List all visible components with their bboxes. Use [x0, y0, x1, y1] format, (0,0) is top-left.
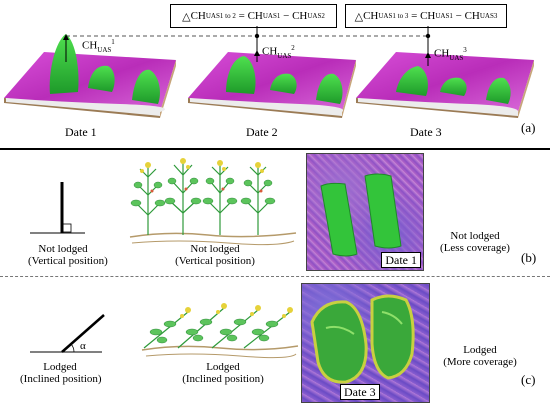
coverage-label-b: Not lodged (Less coverage): [440, 230, 510, 254]
photo-date1: Date 1: [306, 153, 424, 271]
ch-label-1: CHUAS1: [82, 38, 115, 54]
photo-date3: Date 3: [301, 283, 430, 403]
plant-label-c: Lodged (Inclined position): [182, 361, 264, 385]
crop-peak-1: [226, 56, 256, 94]
stick-label-b: Not lodged (Vertical position): [28, 243, 108, 267]
divider-dashed: [0, 276, 550, 277]
plant-label-b: Not lodged (Vertical position): [175, 243, 255, 267]
date-label-3: Date 3: [410, 125, 442, 139]
ch-label-2: CHUAS2: [262, 44, 295, 60]
crop-peak-1: [396, 66, 428, 96]
crop-peak-2: [88, 65, 115, 92]
divider-solid: [0, 148, 550, 150]
equation-1to2: △ CH UAS 1 to 2 = CH UAS 1 − CH UAS 2: [170, 4, 337, 28]
photo-tag-b: Date 1: [381, 252, 421, 268]
terrain-date2: [188, 52, 356, 118]
lodged-plants: [141, 303, 299, 359]
date-label-2: Date 2: [246, 125, 278, 139]
crop-peak-3: [316, 73, 343, 104]
crop-peak-3: [486, 77, 511, 104]
crop-peak-2: [440, 77, 467, 96]
upright-plants: [129, 158, 297, 246]
panel-label-c: (c): [521, 372, 536, 387]
photo-tag-c: Date 3: [340, 384, 380, 400]
panel-label-b: (b): [521, 250, 537, 265]
vertical-stick: [30, 182, 85, 234]
coverage-label-c: Lodged (More coverage): [443, 344, 517, 368]
stick-label-c: Lodged (Inclined position): [20, 361, 102, 385]
date-label-1: Date 1: [65, 125, 97, 139]
crop-peak-3: [132, 69, 160, 104]
inclined-stick: [30, 314, 105, 353]
equation-1to3: △ CH UAS 1 to 3 = CH UAS 1 − CH UAS 3: [345, 4, 507, 28]
angle-symbol: α: [80, 340, 86, 352]
ch-label-3: CHUAS3: [434, 46, 467, 62]
crop-peak-1: [49, 34, 79, 94]
crop-peak-2: [270, 73, 297, 94]
terrain-date1: [4, 34, 176, 118]
panel-label-a: (a): [521, 120, 536, 135]
terrain-models: [4, 26, 534, 118]
terrain-date3: [356, 52, 534, 118]
